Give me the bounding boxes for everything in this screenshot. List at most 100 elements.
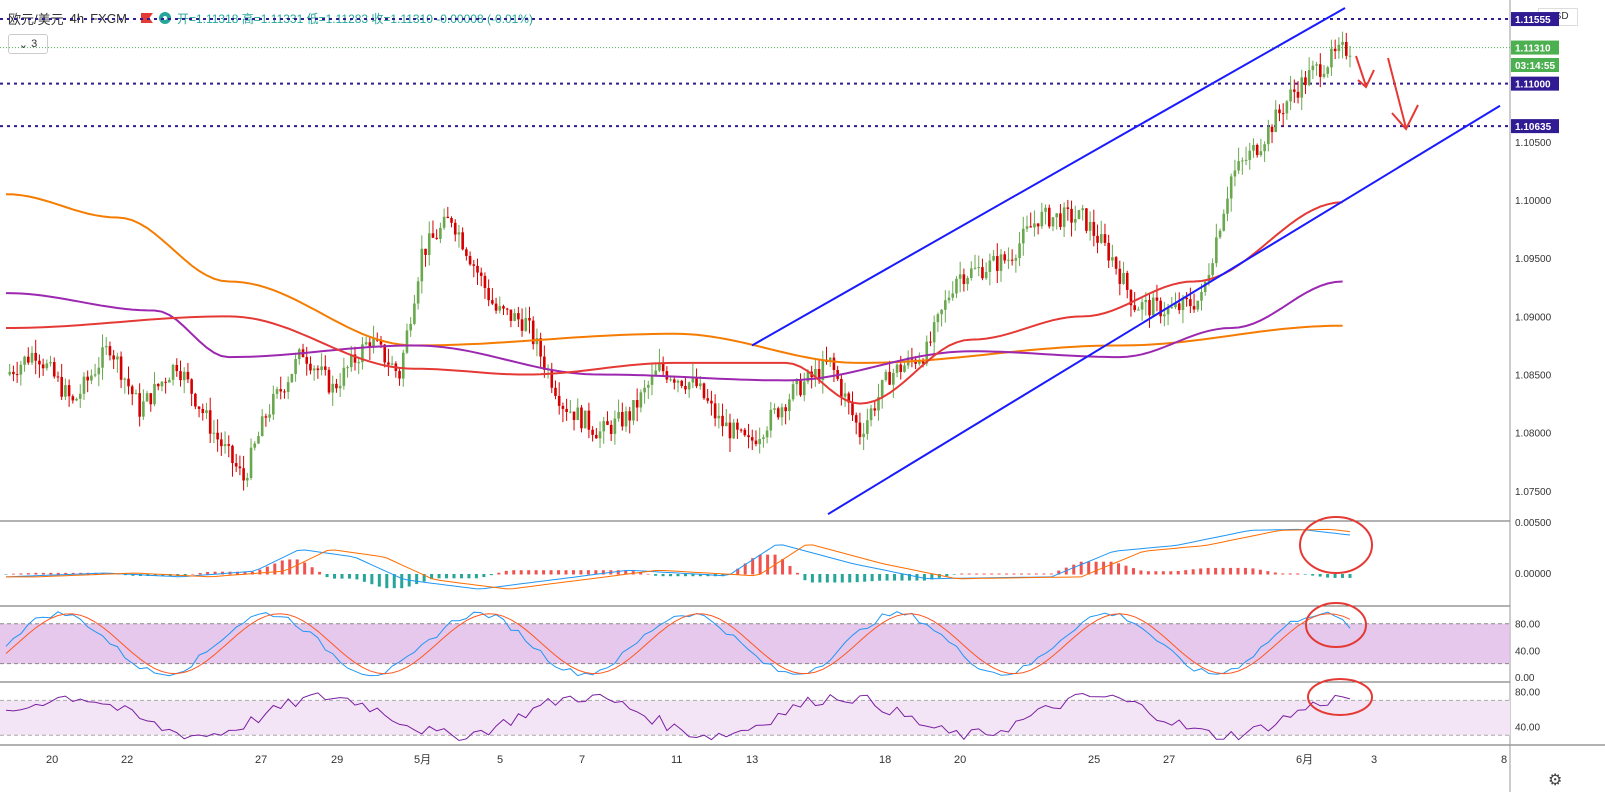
macd-histogram-bar — [736, 568, 740, 575]
macd-histogram-bar — [1057, 570, 1061, 575]
candle — [12, 371, 15, 375]
macd-histogram-bar — [355, 574, 359, 580]
candle — [197, 406, 201, 409]
candle — [372, 338, 375, 348]
candle — [624, 411, 628, 427]
candle — [888, 371, 891, 385]
candle — [1111, 257, 1114, 261]
timeframe-label[interactable]: 4h — [69, 10, 85, 26]
macd-histogram-bar — [878, 574, 882, 581]
macd-histogram-bar — [482, 574, 486, 578]
candle — [1081, 208, 1084, 211]
stoch-tick-label: 80.00 — [1515, 620, 1540, 631]
red-arrow-icon — [1387, 57, 1419, 131]
candle — [847, 393, 851, 403]
macd-histogram-bar — [975, 573, 979, 575]
candle — [194, 393, 197, 407]
macd-histogram-bar — [751, 558, 755, 575]
date-tick-label: 25 — [1088, 754, 1100, 766]
macd-histogram-bar — [265, 566, 269, 575]
candle — [843, 393, 847, 397]
candle — [398, 370, 401, 379]
candle — [921, 361, 925, 364]
candle — [71, 396, 75, 401]
candle — [520, 319, 524, 331]
candle — [669, 379, 672, 381]
candle — [216, 432, 219, 440]
candle — [253, 443, 257, 448]
candle — [361, 344, 364, 363]
macd-histogram-bar — [848, 574, 852, 583]
candle — [1259, 151, 1263, 156]
macd-histogram-bar — [1303, 574, 1307, 575]
candle — [1085, 208, 1088, 231]
highlight-circle — [1299, 516, 1373, 574]
candle — [936, 314, 940, 323]
candle — [539, 338, 542, 357]
candle — [1066, 207, 1070, 209]
candle — [817, 369, 821, 381]
macd-histogram-bar — [467, 574, 471, 579]
macd-histogram-bar — [1258, 569, 1262, 575]
candle — [1326, 67, 1330, 74]
candle — [1018, 243, 1021, 259]
macd-histogram-bar — [937, 574, 941, 578]
candle — [643, 387, 646, 393]
macd-histogram-bar — [295, 559, 299, 575]
macd-histogram-bar — [803, 574, 807, 581]
macd-histogram-bar — [1169, 571, 1173, 575]
candle — [1155, 297, 1159, 301]
macd-histogram-bar — [631, 571, 635, 575]
price-label-box — [1511, 12, 1559, 27]
candle — [747, 435, 750, 438]
candle — [1337, 44, 1341, 52]
macd-histogram-bar — [4, 574, 8, 575]
candle — [26, 356, 30, 363]
market-status-icon — [158, 12, 171, 24]
flag-icon[interactable] — [140, 13, 153, 23]
candle — [323, 366, 327, 370]
candle — [38, 360, 41, 365]
date-tick-label: 5月 — [414, 754, 431, 766]
candle — [873, 408, 877, 411]
macd-histogram-bar — [1087, 561, 1091, 575]
candle — [86, 376, 89, 381]
candle — [149, 393, 153, 405]
stoch-tick-label: 0.00 — [1515, 673, 1535, 684]
candle — [1114, 257, 1118, 269]
candle — [401, 352, 405, 379]
candle — [1233, 170, 1237, 177]
macd-histogram-bar — [41, 572, 45, 575]
candle — [1196, 300, 1200, 310]
candle — [899, 364, 903, 372]
candle — [442, 216, 446, 228]
candle — [958, 274, 962, 279]
macd-histogram-bar — [1131, 568, 1135, 575]
macd-histogram-bar — [1251, 568, 1255, 575]
candle — [67, 385, 71, 397]
candle — [880, 380, 884, 397]
macd-histogram-bar — [579, 570, 583, 575]
candle — [595, 434, 598, 439]
candle — [851, 402, 854, 416]
candle — [806, 371, 810, 382]
indicator-toggle[interactable]: ⌄ 3 — [8, 34, 48, 54]
macd-histogram-bar — [781, 559, 785, 575]
macd-histogram-bar — [893, 574, 897, 581]
macd-histogram-bar — [1117, 563, 1121, 575]
candle — [1304, 77, 1307, 86]
macd-histogram-bar — [557, 570, 561, 575]
macd-histogram-bar — [982, 573, 986, 575]
candle — [179, 371, 182, 381]
macd-histogram-bar — [198, 572, 202, 575]
candle — [305, 357, 309, 364]
candle — [576, 407, 580, 421]
candle — [257, 436, 260, 444]
gear-icon[interactable]: ⚙ — [1548, 772, 1563, 789]
candle — [929, 341, 932, 343]
macd-histogram-bar — [64, 572, 68, 575]
candle — [246, 477, 249, 481]
candle — [925, 341, 929, 364]
candle — [342, 367, 346, 386]
